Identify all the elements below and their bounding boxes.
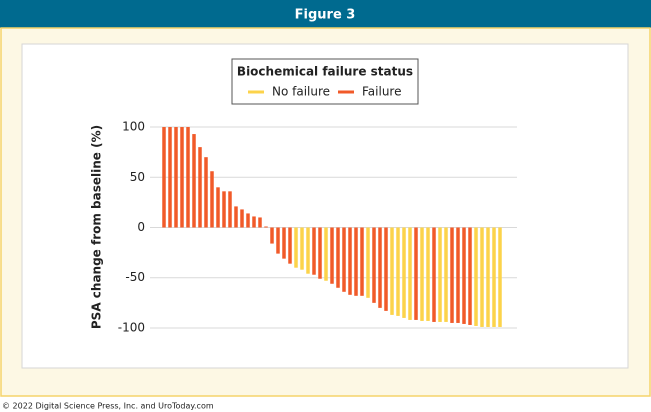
bar: [366, 227, 370, 298]
bar: [270, 227, 274, 244]
bar: [372, 227, 376, 303]
bar: [378, 227, 382, 308]
bar: [312, 227, 316, 275]
bar: [168, 127, 172, 228]
header-title: Figure 3: [295, 8, 356, 23]
bar: [402, 227, 406, 318]
bar: [390, 227, 394, 315]
legend-label: No failure: [272, 85, 330, 99]
y-tick-label: -50: [125, 270, 145, 284]
bar: [432, 227, 436, 322]
bar: [186, 127, 190, 228]
header-bar: [0, 0, 651, 28]
bar: [306, 227, 310, 274]
bar: [246, 213, 250, 228]
y-tick-label: 100: [122, 120, 145, 134]
bar: [234, 206, 238, 228]
bar: [414, 227, 418, 320]
footer: © 2022 Digital Science Press, Inc. and U…: [2, 402, 214, 411]
bar: [330, 227, 334, 284]
bar: [216, 187, 220, 228]
legend-box: [231, 58, 419, 105]
bar: [276, 227, 280, 254]
bar: [210, 171, 214, 228]
bar: [288, 227, 292, 264]
bar: [204, 157, 208, 228]
legend-label: Failure: [362, 85, 401, 99]
bar: [384, 227, 388, 311]
y-tick-label: -100: [118, 320, 145, 334]
bar: [408, 227, 412, 320]
bar: [294, 227, 298, 268]
bar: [222, 191, 226, 228]
bar: [444, 227, 448, 322]
bar: [426, 227, 430, 321]
y-tick-label: 50: [130, 170, 145, 184]
bar: [474, 227, 478, 326]
y-axis-label: PSA change from baseline (%): [90, 125, 104, 329]
bar: [180, 127, 184, 228]
bar: [228, 191, 232, 228]
bar: [498, 227, 502, 327]
bar: [486, 227, 490, 327]
y-tick-label: 0: [137, 220, 145, 234]
bar: [336, 227, 340, 288]
bar: [300, 227, 304, 270]
bar: [360, 227, 364, 296]
bar: [162, 127, 166, 228]
bar: [198, 147, 202, 228]
bar: [492, 227, 496, 327]
bar: [342, 227, 346, 292]
bar: [264, 226, 268, 228]
bar: [318, 227, 322, 279]
bar: [174, 127, 178, 228]
bar: [258, 217, 262, 228]
bar: [456, 227, 460, 323]
bar: [468, 227, 472, 325]
bar: [240, 209, 244, 228]
bar: [348, 227, 352, 295]
bar: [420, 227, 424, 321]
bar: [354, 227, 358, 296]
legend-title: Biochemical failure status: [237, 65, 413, 79]
bar: [252, 216, 256, 228]
bar: [324, 227, 328, 281]
bar: [396, 227, 400, 316]
bar: [438, 227, 442, 322]
bar: [192, 134, 196, 228]
bar: [480, 227, 484, 327]
bar: [450, 227, 454, 323]
bar: [462, 227, 466, 324]
bar: [282, 227, 286, 259]
